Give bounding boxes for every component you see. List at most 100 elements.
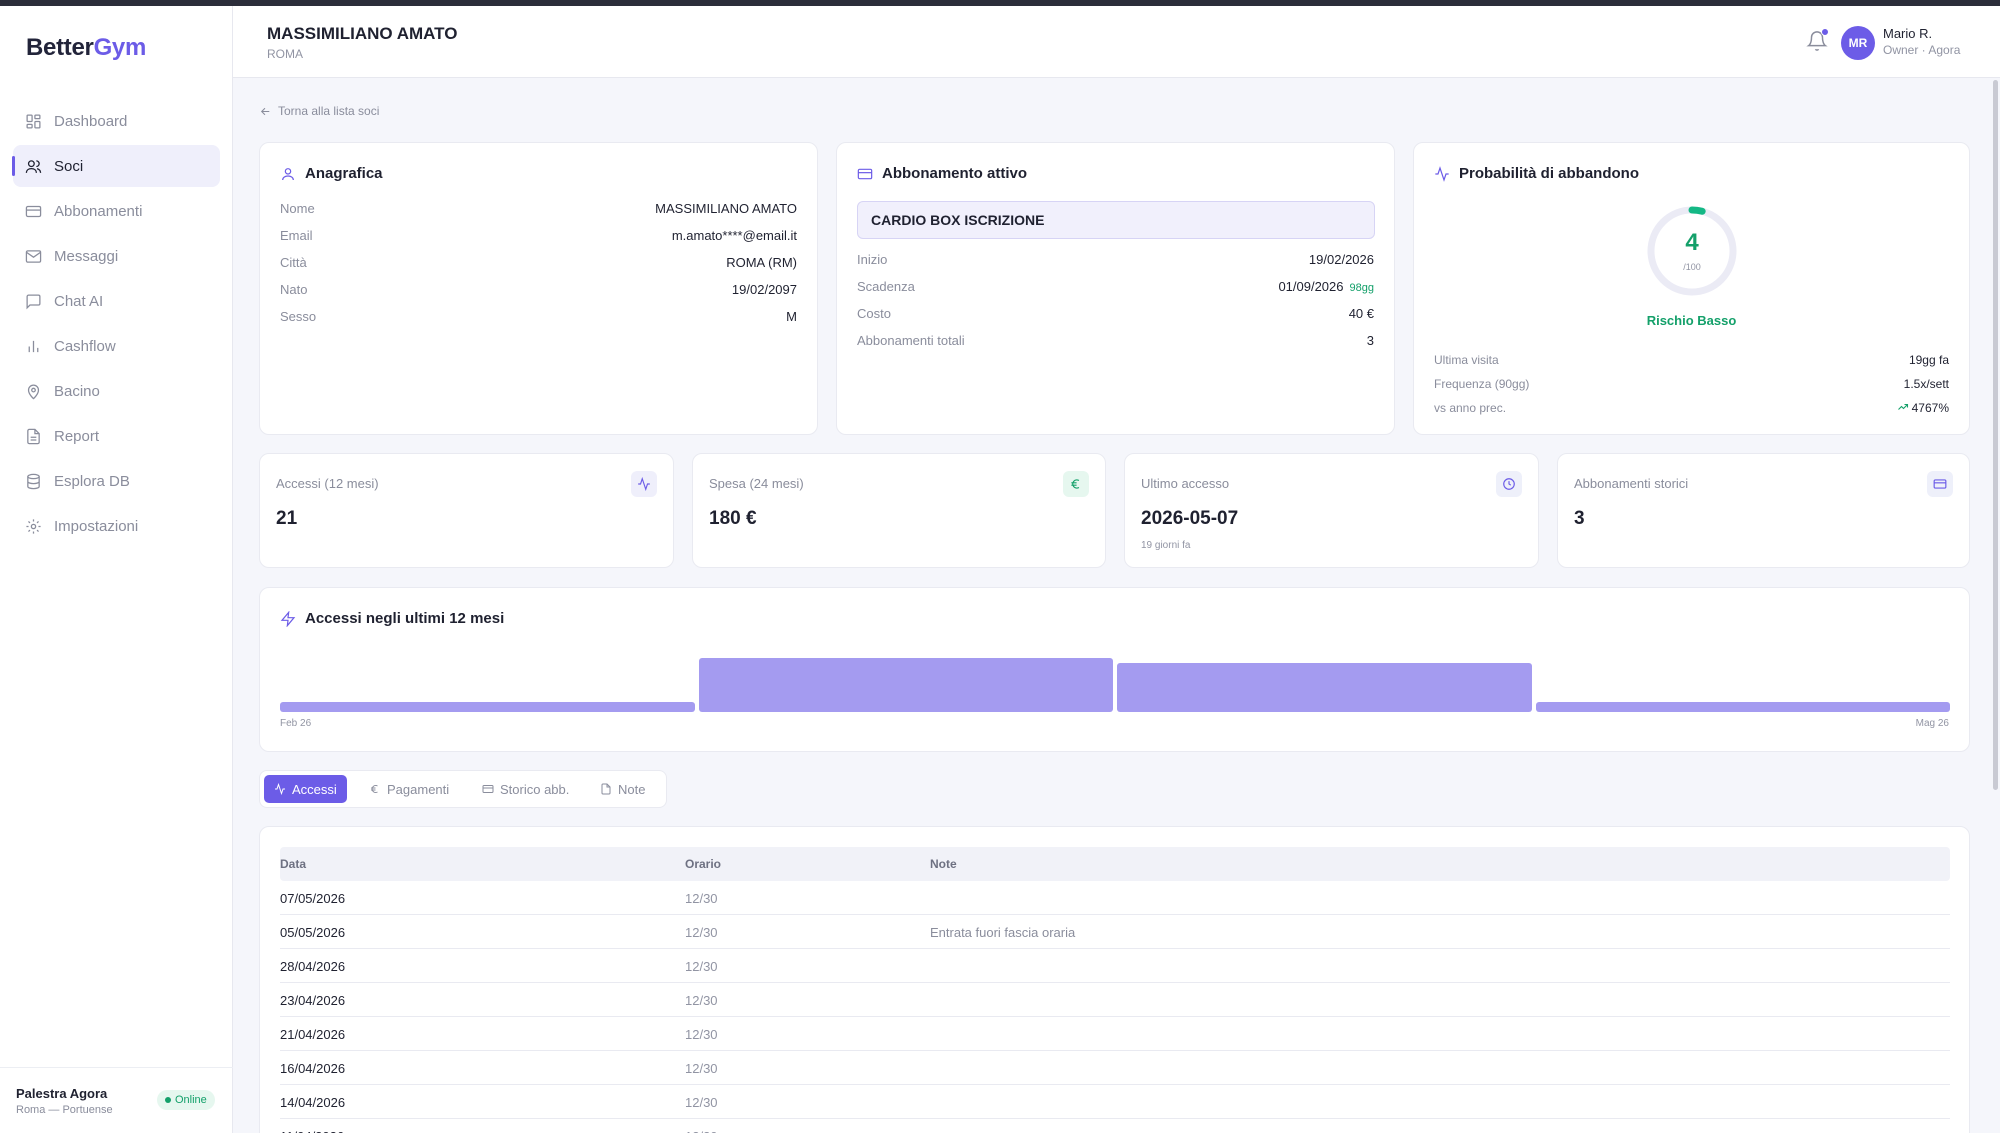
tab-accessi[interactable]: Accessi xyxy=(264,775,347,803)
stat-icon-box xyxy=(1496,471,1522,497)
back-link[interactable]: Torna alla lista soci xyxy=(259,104,379,118)
sidebar-item-label: Dashboard xyxy=(54,112,128,130)
chart-bar-mag-26[interactable] xyxy=(1535,702,1950,712)
info-label: Abbonamenti totali xyxy=(857,333,965,348)
bar-chart-icon xyxy=(28,340,39,352)
info-value: 3 xyxy=(1366,333,1374,348)
user-name[interactable]: Mario R. xyxy=(1883,26,1933,41)
info-label: Nome xyxy=(280,201,315,216)
tab-storico-abb[interactable]: Storico abb. xyxy=(472,775,579,803)
risk-label: Rischio Basso xyxy=(1646,313,1737,328)
stat-label: Spesa (24 mesi) xyxy=(709,476,804,491)
tab-note[interactable]: Note xyxy=(590,775,655,803)
stat-card-accessi: Accessi (12 mesi) 21 xyxy=(259,453,674,568)
clock-icon xyxy=(1503,478,1515,490)
sidebar-item-label: Abbonamenti xyxy=(54,202,143,220)
table-row[interactable]: 23/04/2026 12/30 xyxy=(280,983,1950,1017)
sidebar-item-chat-ai[interactable]: Chat AI xyxy=(13,280,220,322)
info-value: MASSIMILIANO AMATO xyxy=(655,201,797,216)
tab-label: Pagamenti xyxy=(387,781,450,797)
info-row-frequenza: Frequenza (90gg) 1.5x/sett xyxy=(1434,377,1949,397)
table-row[interactable]: 07/05/2026 12/30 xyxy=(280,881,1950,915)
info-label: Nato xyxy=(280,282,308,297)
tab-pagamenti[interactable]: Pagamenti xyxy=(359,775,459,803)
stat-subtext: 19 giorni fa xyxy=(1141,540,1191,551)
churn-gauge-arc xyxy=(1647,206,1737,296)
cell-orario: 12/30 xyxy=(685,1027,718,1042)
status-badge: Online xyxy=(157,1090,215,1110)
logo-text-part1: Better xyxy=(26,34,94,61)
info-value: M xyxy=(786,309,797,324)
card-icon xyxy=(857,168,873,179)
chart-bar-feb-26[interactable] xyxy=(280,702,695,712)
table-row[interactable]: 21/04/2026 12/30 xyxy=(280,1017,1950,1051)
stat-value: 3 xyxy=(1574,508,1585,529)
sidebar-item-impostazioni[interactable]: Impostazioni xyxy=(13,505,220,547)
sidebar-item-report[interactable]: Report xyxy=(13,415,220,457)
info-label: Sesso xyxy=(280,309,317,324)
app-logo[interactable]: BetterGym xyxy=(26,34,146,62)
chart-bar-apr-26[interactable] xyxy=(1117,662,1532,712)
cell-orario: 12/30 xyxy=(685,925,718,940)
info-label: Ultima visita xyxy=(1434,353,1499,367)
column-header-orario[interactable]: Orario xyxy=(685,857,722,871)
info-row-scadenza: Scadenza 01/09/2026 98gg xyxy=(857,279,1374,299)
column-header-data[interactable]: Data xyxy=(280,857,307,871)
info-row-vs-anno: vs anno prec. 4767% xyxy=(1434,401,1949,421)
info-row-ultima-visita: Ultima visita 19gg fa xyxy=(1434,353,1949,373)
sidebar-nav: Dashboard Soci Abbonamenti Messaggi Chat… xyxy=(12,100,220,550)
card-title-label: Probabilità di abbandono xyxy=(1459,165,1639,182)
info-value: 19/02/2097 xyxy=(731,282,797,297)
card-icon xyxy=(482,785,494,793)
dashboard-icon xyxy=(26,113,41,129)
scrollbar[interactable] xyxy=(1993,80,1998,790)
info-value: ROMA (RM) xyxy=(726,255,797,270)
accessi-chart-card: Accessi negli ultimi 12 mesi Feb 26 Mag … xyxy=(259,587,1970,752)
table-row[interactable]: 16/04/2026 12/30 xyxy=(280,1051,1950,1085)
sidebar-item-bacino[interactable]: Bacino xyxy=(13,370,220,412)
sidebar-item-messaggi[interactable]: Messaggi xyxy=(13,235,220,277)
notification-dot xyxy=(1821,28,1829,36)
card-title: Abbonamento attivo xyxy=(857,165,1027,182)
window-top-strip xyxy=(0,0,2000,6)
info-label: Scadenza xyxy=(857,279,915,294)
info-row-costo: Costo 40 € xyxy=(857,306,1374,326)
page-header: MASSIMILIANO AMATO ROMA MR Mario R. Owne… xyxy=(233,6,2000,78)
sidebar: BetterGym Dashboard Soci Abbonamenti Mes… xyxy=(0,6,233,1133)
cell-data: 11/04/2026 xyxy=(280,1129,344,1133)
card-title-label: Accessi negli ultimi 12 mesi xyxy=(305,610,505,627)
avatar[interactable]: MR xyxy=(1841,26,1875,60)
card-title-label: Anagrafica xyxy=(305,165,383,182)
table-row[interactable]: 11/04/2026 12/30 xyxy=(280,1119,1950,1133)
mail-icon xyxy=(25,249,42,263)
sidebar-item-label: Chat AI xyxy=(54,292,104,310)
info-label: Inizio xyxy=(857,252,888,267)
cell-data: 14/04/2026 xyxy=(280,1095,346,1110)
file-icon xyxy=(601,783,611,795)
sidebar-item-label: Report xyxy=(54,427,100,445)
bell-icon[interactable] xyxy=(1806,30,1828,52)
sidebar-item-soci[interactable]: Soci xyxy=(12,145,220,187)
table-row[interactable]: 28/04/2026 12/30 xyxy=(280,949,1950,983)
sidebar-item-abbonamenti[interactable]: Abbonamenti xyxy=(13,190,220,232)
cell-data: 21/04/2026 xyxy=(280,1027,346,1042)
chart-bar-mar-26[interactable] xyxy=(698,658,1113,712)
sidebar-item-dashboard[interactable]: Dashboard xyxy=(13,100,220,142)
days-left: 98gg xyxy=(1349,282,1374,294)
info-value: 19/02/2026 xyxy=(1308,252,1374,267)
table-row[interactable]: 14/04/2026 12/30 xyxy=(280,1085,1950,1119)
sidebar-item-cashflow[interactable]: Cashflow xyxy=(13,325,220,367)
trending-up-icon xyxy=(1897,403,1908,410)
column-header-note[interactable]: Note xyxy=(930,857,957,871)
churn-score: 4 xyxy=(1685,229,1699,256)
stat-value: 21 xyxy=(276,508,298,529)
file-icon xyxy=(27,428,40,444)
gym-location: Roma — Portuense xyxy=(16,1104,113,1116)
page-title: MASSIMILIANO AMATO xyxy=(267,24,458,43)
table-row[interactable]: 05/05/2026 12/30 Entrata fuori fascia orar… xyxy=(280,915,1950,949)
sidebar-item-esplora-db[interactable]: Esplora DB xyxy=(13,460,220,502)
accessi-table: Data Orario Note 07/05/2026 12/30 05/05/20… xyxy=(259,826,1970,1133)
info-label: Frequenza (90gg) xyxy=(1434,377,1530,391)
info-row-nome: Nome MASSIMILIANO AMATO xyxy=(280,201,797,221)
cell-orario: 12/30 xyxy=(685,1061,718,1076)
